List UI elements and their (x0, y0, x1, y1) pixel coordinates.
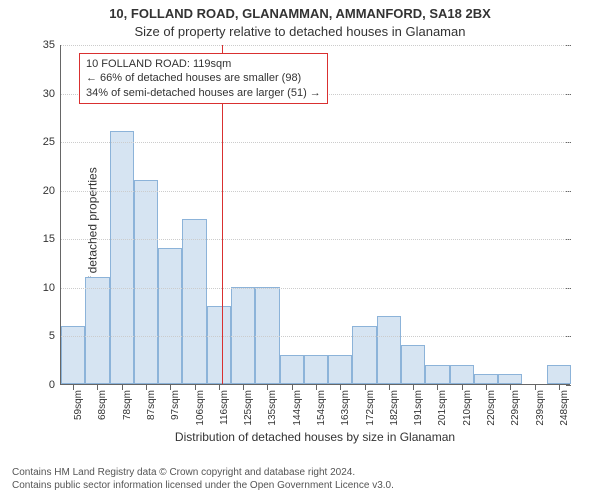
histogram-bar (425, 365, 449, 384)
x-tick-label: 191sqm (413, 390, 424, 426)
info-box-line1: 10 FOLLAND ROAD: 119sqm (86, 57, 321, 71)
y-tick-label: 35 (31, 39, 61, 51)
x-tick-label: 172sqm (365, 390, 376, 426)
histogram-bar (110, 131, 134, 384)
x-tick-label: 135sqm (267, 390, 278, 426)
x-tick-label: 68sqm (97, 390, 108, 420)
x-tick-label: 78sqm (122, 390, 133, 420)
histogram-bar (182, 219, 206, 384)
y-tick-label: 0 (31, 379, 61, 391)
x-tick-label: 248sqm (559, 390, 570, 426)
footer-line1: Contains HM Land Registry data © Crown c… (12, 466, 394, 479)
histogram-bar (255, 287, 279, 384)
y-tick-label: 30 (31, 88, 61, 100)
reference-info-box: 10 FOLLAND ROAD: 119sqm ← 66% of detache… (79, 53, 328, 104)
info-box-line2: ← 66% of detached houses are smaller (98… (86, 71, 321, 85)
histogram-bar (377, 316, 401, 384)
y-tick-label: 15 (31, 233, 61, 245)
histogram-bar (401, 345, 425, 384)
x-tick-label: 125sqm (243, 390, 254, 426)
x-tick-label: 59sqm (73, 390, 84, 420)
histogram-bar (61, 326, 85, 384)
footer-attribution: Contains HM Land Registry data © Crown c… (12, 466, 394, 492)
y-tick-label: 25 (31, 136, 61, 148)
x-tick-label: 97sqm (170, 390, 181, 420)
histogram-bar (231, 287, 255, 384)
page-subtitle: Size of property relative to detached ho… (0, 24, 600, 39)
x-axis-label: Distribution of detached houses by size … (60, 430, 570, 444)
histogram-bar (352, 326, 376, 384)
page-title: 10, FOLLAND ROAD, GLANAMMAN, AMMANFORD, … (0, 6, 600, 21)
histogram-bar (85, 277, 109, 384)
info-box-line3: 34% of semi-detached houses are larger (… (86, 86, 321, 100)
x-tick-label: 106sqm (195, 390, 206, 426)
x-tick-label: 201sqm (437, 390, 448, 426)
histogram-bar (498, 374, 522, 384)
footer-line2: Contains public sector information licen… (12, 479, 394, 492)
histogram-bar (207, 306, 231, 384)
x-tick-label: 182sqm (389, 390, 400, 426)
histogram-bar (450, 365, 474, 384)
chart-plot-area: 05101520253035 59sqm68sqm78sqm87sqm97sqm… (60, 45, 570, 385)
x-tick-label: 163sqm (340, 390, 351, 426)
y-tick-label: 20 (31, 185, 61, 197)
x-tick-label: 87sqm (146, 390, 157, 420)
x-tick-label: 154sqm (316, 390, 327, 426)
histogram-bar (474, 374, 498, 384)
histogram-bar (328, 355, 352, 384)
x-tick-label: 210sqm (462, 390, 473, 426)
y-tick-label: 5 (31, 330, 61, 342)
x-tick-label: 144sqm (292, 390, 303, 426)
y-tick-label: 10 (31, 282, 61, 294)
x-tick-label: 116sqm (219, 390, 230, 425)
histogram-bar (547, 365, 571, 384)
histogram-bar (134, 180, 158, 384)
x-tick-label: 239sqm (535, 390, 546, 426)
x-tick-label: 220sqm (486, 390, 497, 426)
histogram-bar (304, 355, 328, 384)
histogram-bar (280, 355, 304, 384)
x-tick-label: 229sqm (510, 390, 521, 426)
histogram-bar (158, 248, 182, 384)
